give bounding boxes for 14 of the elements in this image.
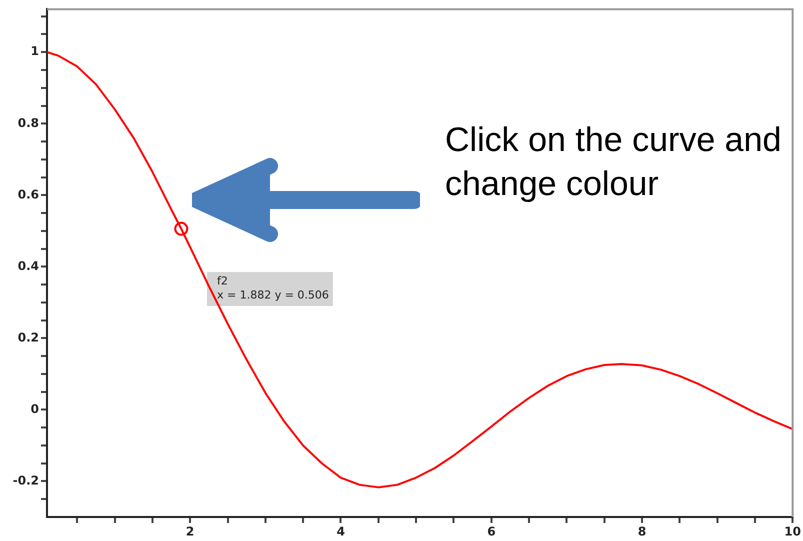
y-tick-label: 1 [30,44,39,58]
x-tick-label: 6 [487,524,496,538]
y-tick-label: 0.6 [18,187,39,202]
annotation: f2 x = 1.882 y = 0.506 [217,274,329,302]
y-tick-label: 0.8 [18,116,39,130]
x-tick-label: 4 [336,524,345,538]
x-tick-label: 8 [638,524,646,538]
annotation: Click on the curve and change colour [445,120,782,206]
y-tick-label: -0.2 [12,473,39,488]
y-tick-label: 0.4 [18,258,39,273]
x-tick-label: 2 [186,524,194,538]
x-tick-label: 10 [784,524,801,538]
y-tick-label: 0.2 [18,330,39,344]
y-tick-label: 0 [30,402,39,416]
